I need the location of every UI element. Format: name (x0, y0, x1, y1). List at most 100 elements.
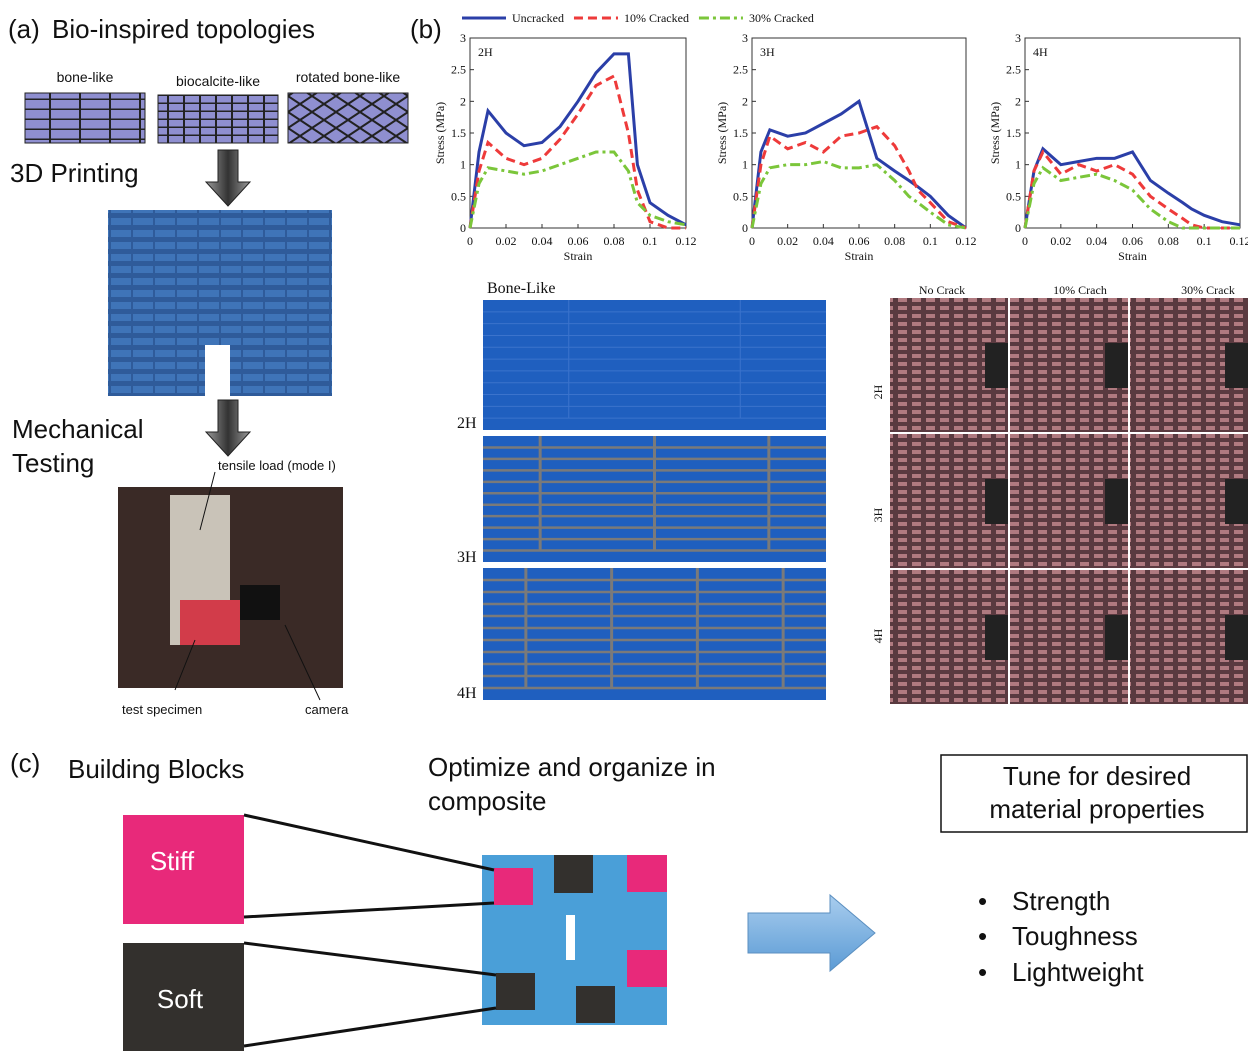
topology-tile (158, 95, 278, 143)
connector (244, 815, 496, 1046)
x-tick-label: 0.02 (777, 234, 798, 248)
property: Strength (1012, 886, 1110, 916)
row-label: 4H (871, 628, 885, 643)
x-tick-label: 0.06 (1122, 234, 1143, 248)
panel-label: (b) (410, 14, 442, 44)
specimen (180, 600, 240, 645)
row-label: 2H (871, 384, 885, 399)
x-tick-label: 0.12 (1230, 234, 1248, 248)
x-tick-label: 0.12 (676, 234, 697, 248)
chart-label: 2H (478, 45, 493, 59)
panel-c: (c) Building Blocks Optimize and organiz… (10, 748, 1247, 1051)
x-tick-label: 0.12 (956, 234, 977, 248)
series-line (470, 54, 686, 228)
x-axis-label: Strain (1118, 249, 1147, 263)
pattern-title: Bone-Like (487, 280, 555, 297)
grip (1225, 615, 1248, 660)
annotation: test specimen (122, 702, 202, 717)
row-label: 2H (457, 415, 477, 432)
stiff-cell (627, 950, 667, 987)
series-line (470, 152, 686, 228)
x-tick-label: 0 (467, 234, 473, 248)
x-tick-label: 0.04 (532, 234, 553, 248)
legend-label: Uncracked (512, 11, 564, 25)
panel-label: (c) (10, 748, 40, 778)
charts: 00.020.040.060.080.10.1200.511.522.53Str… (433, 11, 1248, 263)
grip (1225, 479, 1248, 524)
y-tick-label: 1.5 (733, 126, 748, 140)
column-label: 30% Crack (1181, 283, 1235, 297)
grip (985, 343, 1008, 388)
topology-tile (25, 93, 145, 143)
x-tick-label: 0.1 (923, 234, 938, 248)
y-axis-label: Stress (MPa) (715, 102, 729, 164)
y-axis-label: Stress (MPa) (433, 102, 447, 164)
column-label: 10% Crach (1053, 283, 1107, 297)
y-tick-label: 2.5 (733, 63, 748, 77)
y-tick-label: 0.5 (733, 189, 748, 203)
grip (1225, 343, 1248, 388)
arrow (748, 895, 875, 971)
arrow (206, 150, 250, 206)
property: Lightweight (1012, 957, 1144, 987)
y-tick-label: 0 (742, 221, 748, 235)
row-label: 4H (457, 685, 477, 702)
y-tick-label: 2.5 (451, 63, 466, 77)
row-label: 3H (871, 507, 885, 522)
panel-label: (a) (8, 14, 40, 44)
property: Toughness (1012, 921, 1138, 951)
x-tick-label: 0.04 (1086, 234, 1107, 248)
pattern-block (483, 568, 826, 700)
row-label: 3H (457, 549, 477, 566)
block-label: Soft (157, 984, 204, 1014)
x-tick-label: 0 (1022, 234, 1028, 248)
arrow (206, 400, 250, 456)
bullet: • (978, 957, 987, 987)
x-axis-label: Strain (564, 249, 593, 263)
y-tick-label: 2 (1015, 94, 1021, 108)
pattern-block (483, 300, 826, 430)
chart-label: 4H (1033, 45, 1048, 59)
x-axis-label: Strain (845, 249, 874, 263)
y-tick-label: 1 (742, 158, 748, 172)
y-tick-label: 0 (460, 221, 466, 235)
stiff-cell (627, 855, 667, 892)
y-tick-label: 0.5 (451, 189, 466, 203)
x-tick-label: 0.06 (568, 234, 589, 248)
x-tick-label: 0.1 (1197, 234, 1212, 248)
figure: (a) Bio-inspired topologies bone-like bi… (0, 0, 1248, 1051)
series-line (752, 127, 966, 228)
legend-label: 10% Cracked (624, 11, 689, 25)
y-tick-label: 3 (1015, 31, 1021, 45)
soft-cell (554, 855, 593, 893)
crack (566, 915, 575, 960)
y-tick-label: 0 (1015, 221, 1021, 235)
x-tick-label: 0 (749, 234, 755, 248)
y-tick-label: 1.5 (1006, 126, 1021, 140)
x-tick-label: 0.08 (604, 234, 625, 248)
block-label: Stiff (150, 846, 195, 876)
plot-frame (1025, 38, 1240, 228)
annotation: tensile load (mode I) (218, 458, 336, 473)
bullet: • (978, 886, 987, 916)
y-tick-label: 3 (460, 31, 466, 45)
y-tick-label: 2.5 (1006, 63, 1021, 77)
stiff-cell (494, 868, 533, 905)
topology-label: biocalcite-like (176, 73, 260, 89)
legend-label: 30% Cracked (749, 11, 814, 25)
series-line (1025, 168, 1240, 228)
x-tick-label: 0.06 (849, 234, 870, 248)
x-tick-label: 0.02 (496, 234, 517, 248)
topology-tile (288, 93, 408, 143)
x-tick-label: 0.08 (884, 234, 905, 248)
grip (985, 615, 1008, 660)
y-tick-label: 2 (460, 94, 466, 108)
tune-text: material properties (989, 794, 1204, 824)
camera-body (240, 585, 280, 620)
x-tick-label: 0.08 (1158, 234, 1179, 248)
grip (985, 479, 1008, 524)
photo-grid (890, 298, 1248, 704)
column-label: No Crack (919, 283, 965, 297)
soft-cell (496, 973, 535, 1010)
